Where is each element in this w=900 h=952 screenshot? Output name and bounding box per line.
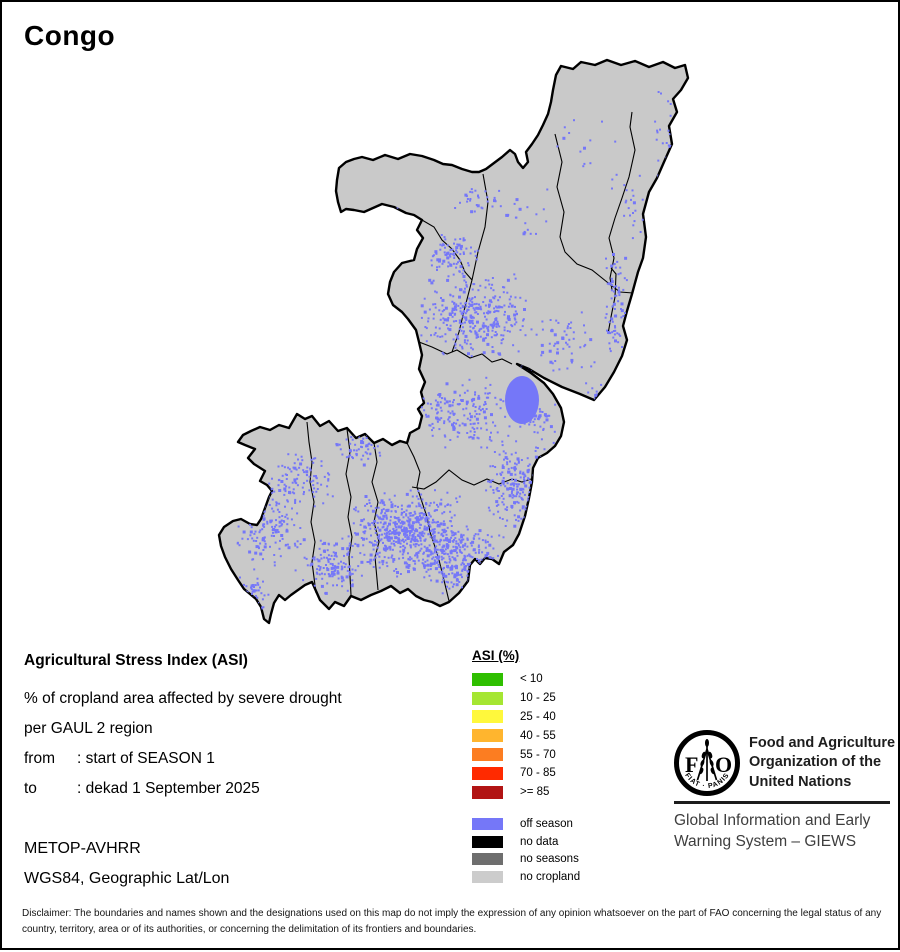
period-to-value: : dekad 1 September 2025 — [77, 780, 260, 797]
legend-swatch — [472, 748, 503, 762]
legend-row: no seasons — [472, 851, 652, 869]
page-title: Congo — [24, 20, 116, 51]
legend-swatch — [472, 818, 503, 831]
legend-row: < 10 — [472, 670, 652, 689]
sensor-name: METOP-AVHRR — [24, 840, 141, 857]
period-from-label: from — [24, 750, 55, 767]
legend-swatch — [472, 672, 503, 686]
giews-line: Global Information and Early — [674, 812, 871, 829]
legend-swatch — [472, 870, 503, 883]
fao-org-name: Food and Agriculture Organization of the… — [749, 734, 895, 792]
disclaimer-text: Disclaimer: The boundaries and names sho… — [22, 908, 882, 935]
off-season-speckles — [227, 91, 675, 618]
legend-label: 40 - 55 — [520, 729, 556, 742]
fao-org-name-line: Food and Agriculture — [749, 735, 896, 751]
svg-text:F: F — [685, 752, 698, 777]
giews-line: Warning System – GIEWS — [674, 833, 857, 850]
legend-swatch — [472, 835, 503, 848]
projection-name: WGS84, Geographic Lat/Lon — [24, 870, 230, 887]
legend-label: no data — [520, 835, 559, 848]
legend-label: 70 - 85 — [520, 767, 556, 780]
legend-row: >= 85 — [472, 783, 652, 802]
asi-heading: Agricultural Stress Index (ASI) — [24, 652, 248, 669]
legend-row: no data — [472, 833, 652, 851]
legend-label: off season — [520, 818, 573, 831]
off-season-blob — [505, 376, 539, 424]
legend-label: >= 85 — [520, 786, 550, 799]
period-from-value: : start of SEASON 1 — [77, 750, 215, 767]
legend-row: 10 - 25 — [472, 689, 652, 708]
legend-swatch — [472, 766, 503, 780]
legend-row: no cropland — [472, 868, 652, 886]
legend-swatch — [472, 785, 503, 799]
legend-title: ASI (%) — [472, 648, 520, 663]
legend-swatch — [472, 710, 503, 724]
fao-logo-icon: F O FIAT · PANIS — [674, 730, 740, 796]
legend-categories: off season no data no seasons no croplan… — [472, 816, 652, 886]
period-to-row: to : dekad 1 September 2025 — [24, 780, 260, 798]
period-to-label: to — [24, 780, 37, 797]
period-from-row: from : start of SEASON 1 — [24, 750, 215, 768]
fao-org-name-line: United Nations — [749, 773, 852, 790]
legend-swatch — [472, 853, 503, 866]
svg-text:O: O — [715, 752, 732, 777]
legend-swatch — [472, 729, 503, 743]
legend-row: 55 - 70 — [472, 745, 652, 764]
legend-row: 40 - 55 — [472, 726, 652, 745]
asi-description-line2: per GAUL 2 region — [24, 720, 153, 737]
legend-label: no cropland — [520, 870, 581, 883]
country-region — [217, 58, 690, 625]
legend-label: no seasons — [520, 853, 579, 866]
fao-divider-line — [674, 801, 890, 804]
legend-asi-classes: < 10 10 - 25 25 - 40 40 - 55 55 - 70 70 … — [472, 670, 652, 802]
legend-label: 10 - 25 — [520, 692, 556, 705]
asi-description-line1: % of cropland area affected by severe dr… — [24, 690, 342, 707]
legend-label: 55 - 70 — [520, 748, 556, 761]
legend-label: 25 - 40 — [520, 710, 556, 723]
fao-org-name-line: Organization of the — [749, 754, 882, 771]
legend: ASI (%) < 10 10 - 25 25 - 40 40 - 55 55 … — [472, 648, 652, 886]
legend-swatch — [472, 691, 503, 705]
legend-label: < 10 — [520, 673, 543, 686]
giews-label: Global Information and Early Warning Sys… — [674, 810, 870, 852]
legend-row: 25 - 40 — [472, 708, 652, 727]
legend-row: off season — [472, 816, 652, 834]
legend-row: 70 - 85 — [472, 764, 652, 783]
